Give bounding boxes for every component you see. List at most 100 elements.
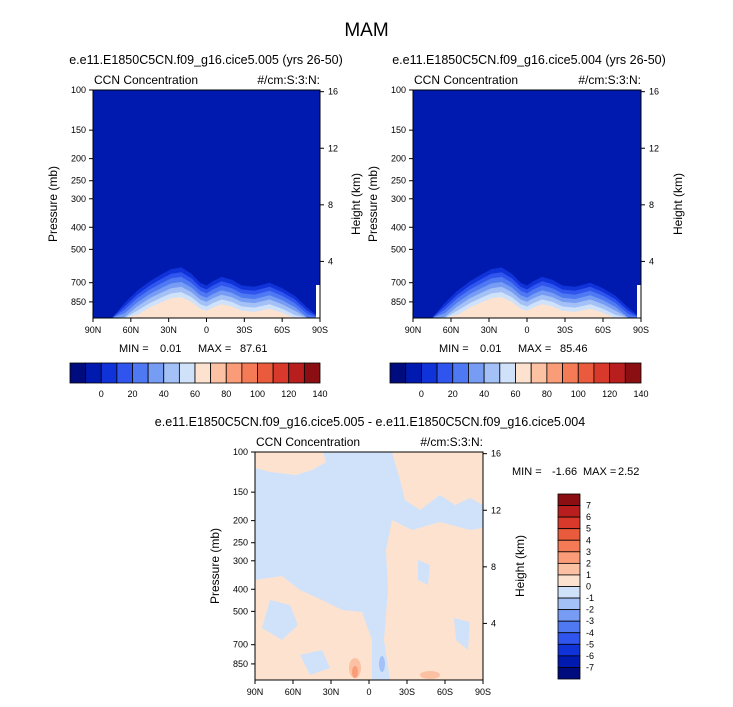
y-tick-label-100: 100 [71, 85, 86, 95]
colorbar-box-10 [210, 362, 227, 384]
y-tick-label-250: 250 [71, 176, 86, 186]
colorbar-box-9 [515, 362, 532, 384]
x-tick-label-3: 30N [323, 687, 340, 697]
colorbar-box-5 [132, 362, 149, 384]
panel-a-colorbar: 0 20 40 60 80 100 120 140 [69, 362, 328, 399]
colorbar-box-12 [241, 362, 258, 384]
panel-c-positive-top-left [255, 452, 326, 475]
colorbar-label-1: 1 [586, 570, 591, 580]
panel-a-min-label: MIN = [119, 343, 149, 355]
x-tick-label-2: 60N [285, 687, 302, 697]
panel-c-positive-top-right [392, 452, 483, 510]
colorbar-box-16 [624, 362, 642, 384]
y-tick-label-400: 400 [233, 584, 248, 594]
x-tick-label-4: 0 [366, 687, 371, 697]
panel-c-negative-pocket-1 [262, 600, 298, 640]
colorbar-label-20: 20 [127, 389, 137, 399]
panel-a-axes: 90N 60N 30N 0 30S 60S 90S 100 150 200 250 300 400 500… [71, 85, 338, 335]
contour-band-7 [93, 297, 320, 318]
panel-c-positive-lower-left [255, 576, 372, 680]
height-tick-label-4: 4 [649, 256, 654, 266]
panel-c-positive-tropical-column [384, 520, 483, 680]
panel-b: e.e11.E1850C5CN.f09_g16.cice5.004 (yrs 2… [366, 53, 685, 399]
colorbar-label-40: 40 [479, 389, 489, 399]
y-tick-label-500: 500 [71, 244, 86, 254]
panel-c-min-value: -1.66 [552, 466, 577, 478]
y-tick-label-700: 700 [233, 640, 248, 650]
colorbar-box-14 [593, 362, 611, 384]
x-tick-label-1: 90N [247, 687, 264, 697]
colorbar-label-0: 0 [419, 389, 424, 399]
colorbar-box-9 [557, 586, 581, 599]
panel-c-negative-pocket-2 [300, 650, 330, 675]
page-title: MAM [344, 20, 389, 41]
panel-c-negative-pocket-3 [418, 560, 430, 585]
colorbar-box-16 [303, 362, 321, 384]
colorbar-box-1 [389, 362, 407, 384]
colorbar-label-4: 4 [586, 535, 591, 545]
colorbar-box-2 [405, 362, 422, 384]
colorbar-box-11 [225, 362, 243, 384]
panel-a-title: e.e11.E1850C5CN.f09_g16.cice5.005 (yrs 2… [69, 53, 343, 67]
y-tick-label-100: 100 [233, 447, 248, 457]
panel-a: e.e11.E1850C5CN.f09_g16.cice5.005 (yrs 2… [46, 53, 363, 399]
x-tick-label-3: 30N [160, 325, 177, 335]
colorbar-box-8 [178, 362, 196, 384]
colorbar-box-4 [436, 362, 454, 384]
panel-b-colorbar: 0 20 40 60 80 100 120 140 [389, 362, 649, 399]
panel-a-stats: MIN = 0.01 MAX = 87.61 [119, 343, 268, 355]
colorbar-box-7 [483, 362, 501, 384]
x-tick-label-1: 90N [85, 325, 102, 335]
panel-b-contour-bands [413, 267, 641, 318]
colorbar-label-2: 2 [586, 558, 591, 568]
colorbar-box-3 [100, 362, 118, 384]
colorbar-label-20: 20 [448, 389, 458, 399]
panel-c-title: e.e11.E1850C5CN.f09_g16.cice5.005 - e.e1… [155, 415, 585, 429]
colorbar-box-5 [557, 539, 581, 553]
y-tick-label-300: 300 [71, 194, 86, 204]
panel-b-stats: MIN = 0.01 MAX = 85.46 [439, 343, 588, 355]
panel-b-max-label: MAX = [518, 343, 551, 355]
height-tick-label-16: 16 [649, 87, 659, 97]
colorbar-box-15 [557, 655, 581, 668]
y-tick-label-150: 150 [233, 487, 248, 497]
colorbar-label-7: 7 [586, 501, 591, 511]
panel-a-missing-south-pole [316, 285, 320, 318]
colorbar-label-140: 140 [633, 389, 648, 399]
panel-c-positive-spot-3 [420, 671, 440, 679]
height-tick-label-4: 4 [328, 256, 333, 266]
panel-a-left-label: CCN Concentration [94, 73, 198, 87]
x-tick-label-4: 0 [204, 325, 209, 335]
panel-b-left-label: CCN Concentration [414, 73, 518, 87]
colorbar-box-5 [452, 362, 469, 384]
colorbar-box-15 [288, 362, 305, 384]
colorbar-box-2 [557, 505, 581, 518]
y-tick-label-200: 200 [391, 154, 406, 164]
colorbar-box-14 [557, 643, 581, 657]
height-tick-label-12: 12 [649, 143, 659, 153]
colorbar-box-12 [562, 362, 579, 384]
panel-c-near-surface-features [349, 656, 440, 679]
panel-c: e.e11.E1850C5CN.f09_g16.cice5.005 - e.e1… [155, 415, 640, 697]
panel-c-ylabel: Pressure (mb) [208, 528, 222, 604]
panel-b-ylabel-right: Height (km) [671, 173, 685, 235]
x-tick-label-2: 60N [123, 325, 140, 335]
colorbar-box-6 [147, 362, 165, 384]
panel-a-min-value: 0.01 [160, 343, 181, 355]
colorbar-label-80: 80 [542, 389, 552, 399]
x-tick-label-7: 90S [475, 687, 491, 697]
colorbar-label-60: 60 [190, 389, 200, 399]
colorbar-label--3: -3 [586, 616, 594, 626]
panel-b-field-background [413, 90, 641, 318]
y-tick-label-400: 400 [71, 222, 86, 232]
colorbar-box-1 [69, 362, 87, 384]
x-tick-label-6: 60S [595, 325, 611, 335]
colorbar-label-0: 0 [99, 389, 104, 399]
x-tick-label-1: 90N [405, 325, 422, 335]
colorbar-box-8 [499, 362, 516, 384]
panel-b-missing-south-pole [637, 285, 641, 318]
colorbar-box-11 [546, 362, 563, 384]
panel-a-contour-bands [93, 267, 320, 318]
height-tick-label-8: 8 [491, 562, 496, 572]
